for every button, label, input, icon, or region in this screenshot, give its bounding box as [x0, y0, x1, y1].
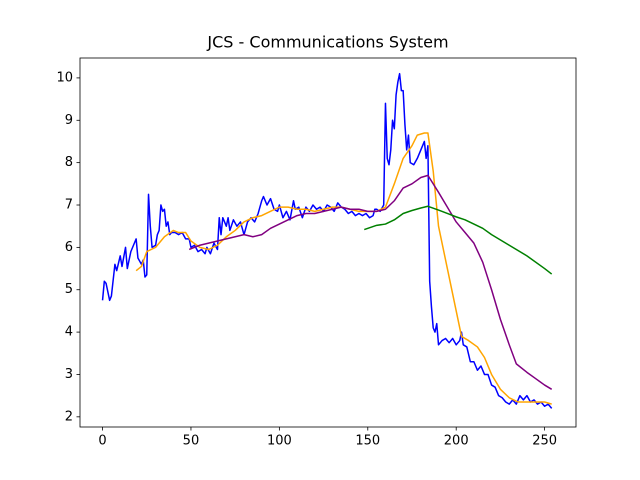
y-tick-label: 5 — [65, 282, 73, 297]
x-tick-label: 100 — [267, 434, 292, 449]
plot-frame — [79, 57, 577, 428]
x-tick-label: 200 — [444, 434, 469, 449]
data-line — [188, 174, 553, 390]
y-tick-label: 2 — [65, 409, 73, 424]
y-tick-label: 9 — [65, 113, 73, 128]
y-tick-label: 3 — [65, 367, 73, 382]
x-tick-label: 0 — [98, 434, 106, 449]
x-tick-label: 150 — [355, 434, 380, 449]
data-line — [364, 205, 553, 275]
data-line — [135, 132, 552, 405]
x-tick-label: 250 — [532, 434, 557, 449]
x-tick-label: 50 — [183, 434, 200, 449]
y-tick-label: 6 — [65, 240, 73, 255]
y-tick-label: 8 — [65, 155, 73, 170]
y-tick-label: 10 — [56, 70, 73, 85]
y-tick-label: 4 — [65, 325, 73, 340]
chart-title: JCS - Communications System — [206, 33, 448, 52]
y-tick-label: 7 — [65, 198, 73, 213]
